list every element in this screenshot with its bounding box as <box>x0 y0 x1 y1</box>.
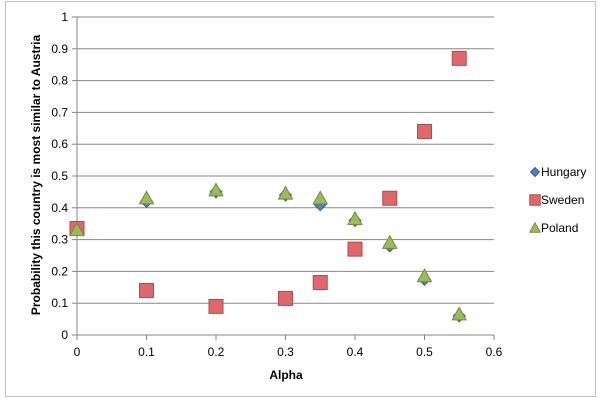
series-poland <box>69 182 468 321</box>
y-tick-label: 0.6 <box>51 137 68 151</box>
y-tick-label: 0.3 <box>51 233 68 247</box>
y-tick-label: 0.1 <box>51 296 68 310</box>
data-points <box>69 50 468 323</box>
x-tick-label: 0.2 <box>208 345 225 359</box>
x-axis-title: Alpha <box>269 368 303 382</box>
data-point-sweden <box>139 282 154 298</box>
data-point-poland <box>347 210 363 226</box>
y-axis-title: Probability this country is most similar… <box>29 35 43 316</box>
data-point-sweden <box>451 50 467 66</box>
axes <box>72 16 495 340</box>
data-point-poland <box>208 182 224 197</box>
tick-labels: 0 0.1 0.2 0.3 0.4 0.5 0.6 0.7 0.8 0.9 1 0 0.1 0.2 0.3 0… <box>51 10 502 359</box>
data-point-sweden <box>382 190 398 206</box>
legend-label-sweden: Sweden <box>541 193 584 207</box>
x-tick-label: 0.5 <box>416 345 433 359</box>
legend-marker-poland <box>528 221 542 233</box>
grid-lines <box>77 16 494 304</box>
data-point-poland <box>277 185 294 200</box>
data-point-sweden <box>278 290 293 306</box>
data-point-poland <box>416 268 433 283</box>
legend-label-hungary: Hungary <box>541 165 586 179</box>
data-point-poland <box>381 234 398 249</box>
series-hungary <box>70 185 466 323</box>
y-tick-label: 0.4 <box>51 201 68 215</box>
x-tick-label: 0.1 <box>138 345 155 359</box>
data-point-sweden <box>347 241 363 257</box>
legend-item-poland: Poland <box>528 221 578 235</box>
data-point-poland <box>138 190 155 205</box>
legend-label-poland: Poland <box>541 221 578 235</box>
x-tick-label: 0.4 <box>347 345 364 359</box>
data-point-sweden <box>417 123 432 139</box>
y-tick-label: 0.2 <box>51 264 68 278</box>
series-sweden <box>69 50 467 314</box>
data-point-poland <box>451 306 468 321</box>
legend-item-sweden: Sweden <box>529 193 584 207</box>
y-tick-label: 0.7 <box>51 105 68 119</box>
chart-frame <box>5 1 596 397</box>
y-tick-label: 0 <box>61 328 68 342</box>
data-point-poland <box>69 222 85 237</box>
legend-item-hungary: Hungary <box>529 165 586 179</box>
legend-marker-hungary <box>529 166 541 178</box>
data-point-sweden <box>312 275 328 291</box>
y-tick-label: 0.8 <box>51 74 68 88</box>
legend-marker-sweden <box>529 194 541 206</box>
x-tick-label: 0.6 <box>486 345 503 359</box>
legend: Hungary Sweden Poland <box>528 165 586 235</box>
data-point-sweden <box>208 298 224 314</box>
x-tick-label: 0.3 <box>277 345 294 359</box>
y-tick-label: 0.9 <box>51 42 68 56</box>
x-tick-label: 0 <box>74 345 81 359</box>
y-tick-label: 0.5 <box>51 169 68 183</box>
data-point-poland <box>312 190 329 205</box>
y-tick-label: 1 <box>61 10 68 24</box>
